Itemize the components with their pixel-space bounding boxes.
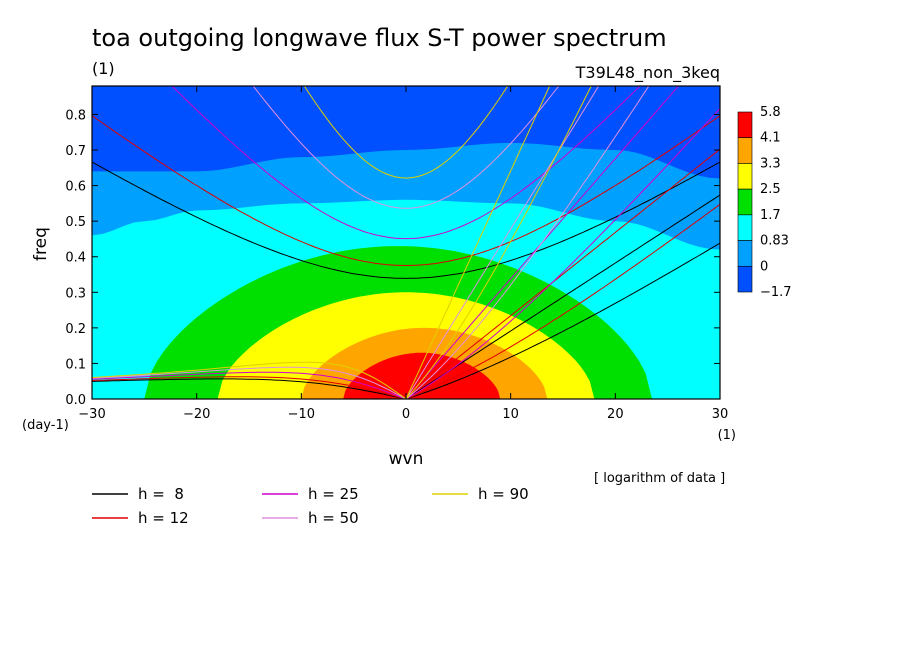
x-tick-label: 20 <box>607 407 624 422</box>
colorbar-swatch <box>737 265 753 293</box>
x-tick-label: −20 <box>183 407 210 422</box>
x-tick-label: 0 <box>402 407 410 422</box>
kelvin-curve-h25 <box>405 86 680 399</box>
colorbar-label: 5.8 <box>760 105 781 120</box>
mrg-curve-h50 <box>405 86 650 399</box>
colorbar-swatch <box>737 137 753 164</box>
y-tick-label: 0.3 <box>65 286 86 301</box>
y-unit-label: (day-1) <box>22 418 69 433</box>
legend-label: h = 12 <box>138 509 189 527</box>
y-tick-label: 0.0 <box>65 393 86 408</box>
colorbar-label: 3.3 <box>760 156 781 171</box>
x-axis: −30 −20 −10 0 10 20 30 <box>78 86 728 422</box>
legend-label: h = 90 <box>478 485 529 503</box>
gravity-curve-h50 <box>252 86 560 209</box>
rossby-curve-h50 <box>92 366 407 399</box>
rossby-curve-h90 <box>92 361 407 399</box>
x-tick-label: 10 <box>502 407 519 422</box>
colorbar-label: −1.7 <box>760 285 792 300</box>
colorbar-label: 2.5 <box>760 182 781 197</box>
plot-area <box>92 86 720 399</box>
gravity-curve-h90 <box>303 86 509 179</box>
colorbar-label: 1.7 <box>760 208 781 223</box>
kelvin-curve-h90 <box>405 86 551 399</box>
x-tick-label: −30 <box>78 407 105 422</box>
x-tick-label: −10 <box>288 407 315 422</box>
legend-label: h = 50 <box>308 509 359 527</box>
mrg-curve-h8 <box>405 242 720 399</box>
legend: h = 8 h = 12 h = 25 h = 50 h = 90 <box>92 485 529 527</box>
chart-title: toa outgoing longwave flux S-T power spe… <box>92 24 667 52</box>
mrg-curve-h90 <box>405 86 592 399</box>
chart-subtitle-left: (1) <box>92 59 115 78</box>
colorbar-label: 0.83 <box>760 234 789 249</box>
chart-subtitle-right: T39L48_non_3keq <box>575 63 720 83</box>
colorbar-label: 4.1 <box>760 131 781 146</box>
y-tick-label: 0.2 <box>65 322 86 337</box>
x-tick-label: 30 <box>712 407 729 422</box>
colorbar: 5.8 4.1 3.3 2.5 1.7 0.83 0 −1.7 <box>737 105 792 300</box>
colorbar-swatch <box>737 214 753 241</box>
data-note: [ logarithm of data ] <box>594 471 725 486</box>
kelvin-curve-h12 <box>405 148 720 399</box>
x-unit-label: (1) <box>718 428 736 443</box>
legend-label: h = 25 <box>308 485 359 503</box>
y-tick-label: 0.4 <box>65 251 86 266</box>
kelvin-curve-h8 <box>405 194 720 399</box>
colorbar-swatch <box>737 240 753 267</box>
y-tick-label: 0.6 <box>65 180 86 195</box>
colorbar-swatch <box>737 163 753 190</box>
legend-label: h = 8 <box>138 485 184 503</box>
colorbar-label: 0 <box>760 259 768 274</box>
x-axis-label: wvn <box>389 449 424 469</box>
y-tick-label: 0.1 <box>65 357 86 372</box>
rossby-curve-h25 <box>92 371 407 399</box>
gravity-curve-h8 <box>92 161 720 279</box>
rossby-curve-h12 <box>92 376 407 399</box>
kelvin-curve-h50 <box>405 86 600 399</box>
colorbar-swatch <box>737 111 753 139</box>
colorbar-swatch <box>737 188 753 216</box>
gravity-curve-h12 <box>92 115 720 267</box>
band-4.1 <box>343 352 501 399</box>
rossby-curve-h8 <box>92 378 407 399</box>
mrg-curve-h25 <box>405 108 720 399</box>
y-axis: 0.0 0.1 0.2 0.3 0.4 0.5 0.6 0.7 0.8 <box>65 108 720 408</box>
y-tick-label: 0.8 <box>65 108 86 123</box>
y-tick-label: 0.7 <box>65 144 86 159</box>
gravity-curve-h25 <box>171 86 641 240</box>
mrg-curve-h12 <box>405 203 720 399</box>
y-axis-label: freq <box>31 227 51 261</box>
y-tick-label: 0.5 <box>65 215 86 230</box>
